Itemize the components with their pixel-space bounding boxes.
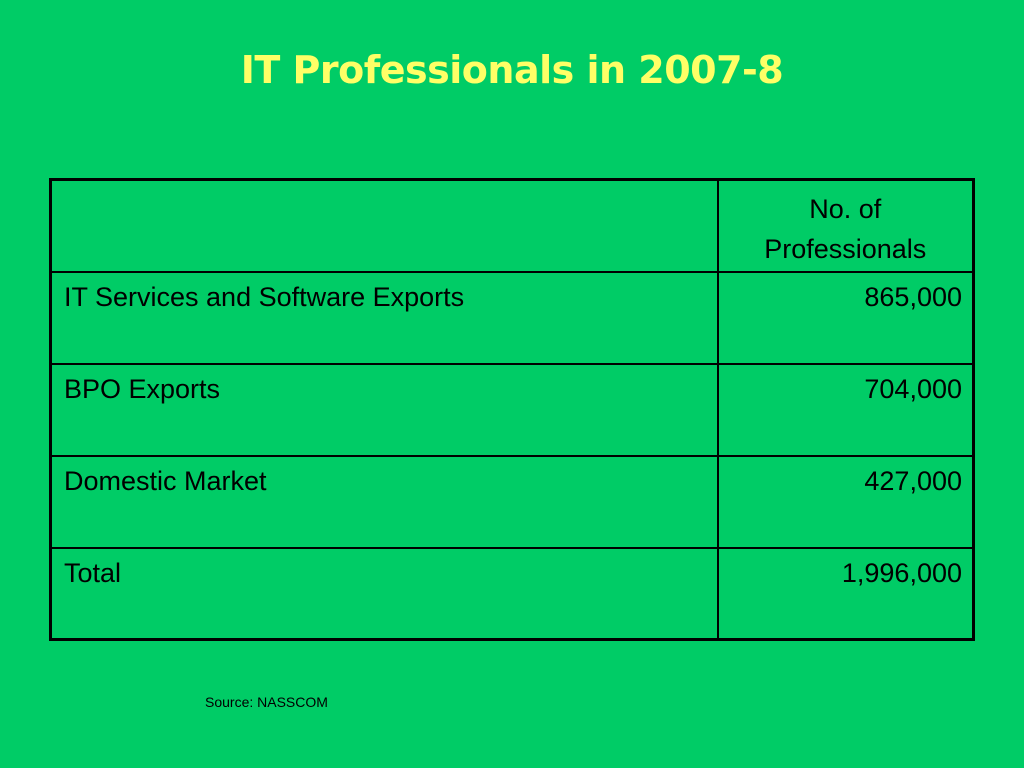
row-label: BPO Exports — [49, 362, 719, 457]
table-row: Domestic Market 427,000 — [49, 454, 975, 549]
header-value-cell: No. of Professionals — [716, 178, 975, 273]
source-note: Source: NASSCOM — [205, 694, 328, 710]
row-label: Domestic Market — [49, 454, 719, 549]
row-value: 427,000 — [716, 454, 975, 549]
slide-title: IT Professionals in 2007-8 — [240, 48, 784, 92]
row-value: 865,000 — [716, 270, 975, 365]
row-value: 704,000 — [716, 362, 975, 457]
header-value-line-1: No. of — [809, 194, 882, 224]
table-header-row: No. of Professionals — [49, 178, 975, 273]
professionals-table: No. of Professionals IT Services and Sof… — [49, 178, 975, 641]
row-label: IT Services and Software Exports — [49, 270, 719, 365]
table-row: BPO Exports 704,000 — [49, 362, 975, 457]
header-value-line-2: Professionals — [764, 234, 927, 264]
total-label: Total — [49, 546, 719, 641]
table-row-total: Total 1,996,000 — [49, 546, 975, 641]
table-row: IT Services and Software Exports 865,000 — [49, 270, 975, 365]
header-label-cell — [49, 178, 719, 273]
total-value: 1,996,000 — [716, 546, 975, 641]
